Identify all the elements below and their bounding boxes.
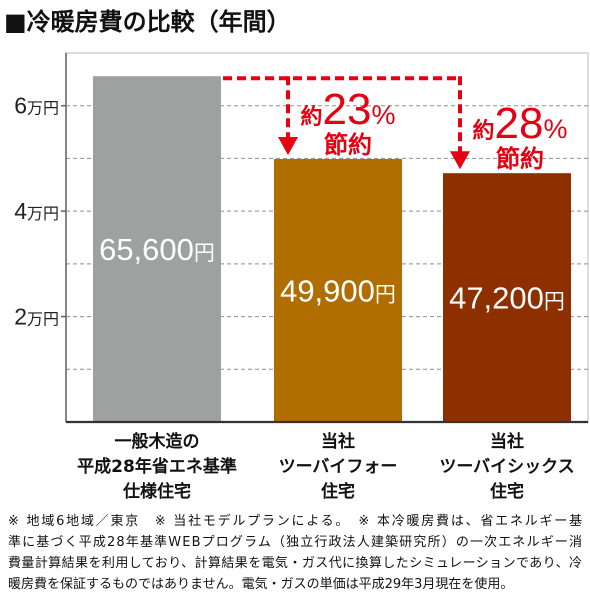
bar-value-number: 49,900 xyxy=(280,273,375,308)
y-tick-unit: 万円 xyxy=(27,99,59,118)
x-category-line: ツーバイシックス xyxy=(439,457,574,477)
bar-value-unit: 円 xyxy=(544,290,565,314)
savings-percent-label: 約28% xyxy=(473,99,568,148)
down-arrow-icon xyxy=(278,136,298,155)
footnote-line: 暖房費を保証するものではありません。電気・ガスの単価は平成29年3月現在を使用。 xyxy=(8,576,513,592)
x-category-line: 一般木造の xyxy=(115,431,200,452)
y-tick-number: 2 xyxy=(14,304,27,330)
y-tick-unit: 万円 xyxy=(27,204,59,223)
savings-percent-sign: % xyxy=(543,114,567,144)
x-category-line: 住宅 xyxy=(490,481,524,502)
y-tick-label: 4万円 xyxy=(14,198,59,224)
savings-approx-prefix: 約 xyxy=(473,118,495,144)
y-tick-number: 6 xyxy=(14,93,27,119)
chart-title: ■冷暖房費の比較（年間） xyxy=(4,8,291,36)
bar-value-label: 47,200円 xyxy=(449,281,565,316)
y-tick-label: 2万円 xyxy=(14,304,59,330)
bar-value-unit: 円 xyxy=(194,241,215,265)
savings-label: 節約 xyxy=(324,131,372,159)
bar-3 xyxy=(443,173,571,422)
y-tick-number: 4 xyxy=(14,198,27,224)
x-category-label: 一般木造の平成28年省エネ基準仕様住宅 xyxy=(77,431,237,502)
x-category-label: 当社ツーバイフォー住宅 xyxy=(279,431,398,502)
bar-value-number: 47,200 xyxy=(449,281,544,316)
x-category-label: 当社ツーバイシックス住宅 xyxy=(439,431,574,502)
down-arrow-icon xyxy=(450,151,470,170)
bar-value-label: 65,600円 xyxy=(99,232,215,267)
x-category-line: 当社 xyxy=(321,431,355,452)
bar-value-unit: 円 xyxy=(375,282,396,306)
savings-percent-number: 23 xyxy=(323,85,372,134)
x-category-line: 仕様住宅 xyxy=(122,481,191,502)
x-category-line: ツーバイフォー xyxy=(279,457,398,477)
x-category-line: 平成28年省エネ基準 xyxy=(77,456,237,477)
savings-percent-sign: % xyxy=(371,100,395,130)
savings-percent-label: 約23% xyxy=(301,85,396,134)
bar-value-label: 49,900円 xyxy=(280,273,396,308)
savings-percent-number: 28 xyxy=(495,99,544,148)
y-tick-unit: 万円 xyxy=(27,310,59,329)
bar-value-number: 65,600 xyxy=(99,232,194,267)
footnote-line: 準に基づく平成28年基準WEBプログラム（独立行政法人建築研究所）の一次エネルギ… xyxy=(8,534,582,550)
x-category-line: 当社 xyxy=(490,431,524,452)
savings-approx-prefix: 約 xyxy=(301,104,323,130)
savings-label: 節約 xyxy=(496,145,544,173)
footnote-line: ※ 地域6地域／東京 ※ 当社モデルプランによる。 ※ 本冷暖房費は、省エネルギ… xyxy=(8,513,582,529)
bar-1 xyxy=(93,76,221,423)
footnote-line: 費量計算結果を利用しており、計算結果を電気・ガス代に換算したシミュレーションであ… xyxy=(8,555,582,571)
y-tick-label: 6万円 xyxy=(14,93,59,119)
bar-2 xyxy=(274,158,402,422)
x-category-line: 住宅 xyxy=(321,481,355,502)
